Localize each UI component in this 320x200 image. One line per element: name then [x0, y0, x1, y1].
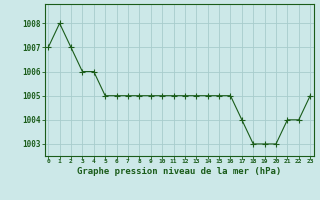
X-axis label: Graphe pression niveau de la mer (hPa): Graphe pression niveau de la mer (hPa): [77, 167, 281, 176]
